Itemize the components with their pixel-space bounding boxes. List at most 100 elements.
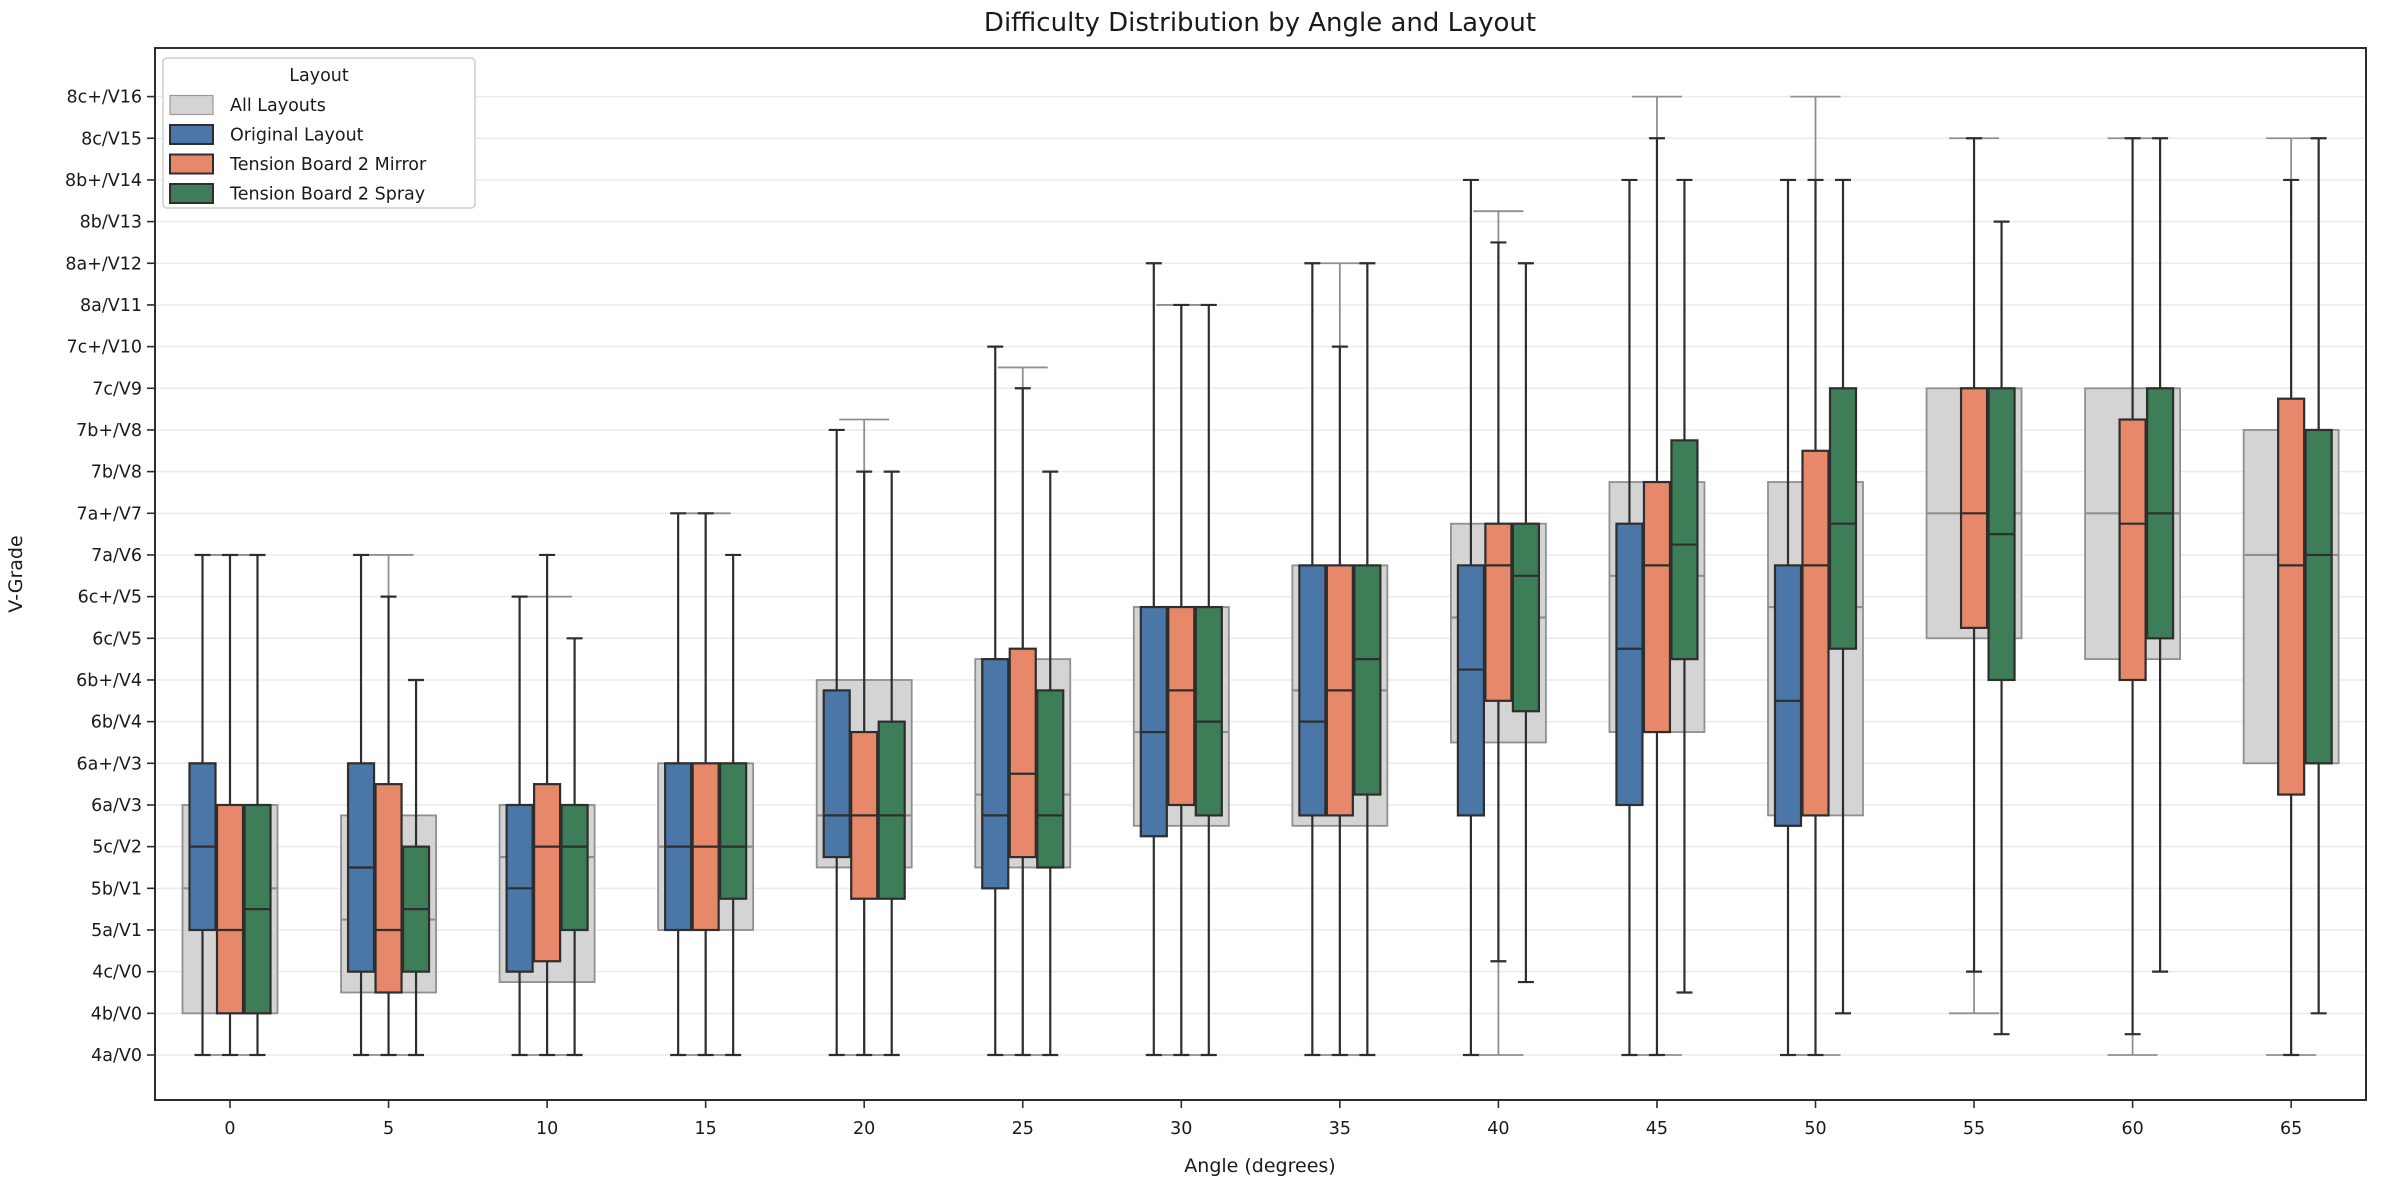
y-tick-label: 8c/V15	[81, 129, 142, 149]
x-tick-label: 60	[2121, 1119, 2143, 1139]
iqr-box	[1642, 480, 1672, 734]
box-tension-board-2-spray-10	[560, 637, 589, 1057]
iqr-box	[1828, 387, 1858, 650]
y-tick-label: 6b+/V4	[76, 671, 142, 691]
y-tick-label: 7c/V9	[92, 379, 142, 399]
iqr-box	[1036, 689, 1065, 869]
box-tension-board-2-spray-20	[877, 470, 906, 1057]
y-tick-label: 8b/V13	[80, 213, 142, 233]
y-tick-label: 7b/V8	[91, 463, 142, 483]
x-tick-label: 25	[1012, 1119, 1034, 1139]
legend-label-tension-board-2-spray: Tension Board 2 Spray	[229, 185, 425, 205]
y-tick-label: 4b/V0	[91, 1004, 142, 1024]
box-tension-board-2-spray-5	[401, 678, 431, 1057]
plot-frame	[154, 47, 2367, 1101]
box-tension-board-2-mirror-65	[2277, 178, 2306, 1057]
legend-box	[162, 57, 476, 209]
box-original-layout-25	[981, 345, 1010, 1057]
iqr-box	[1139, 605, 1168, 838]
series-tension-board-2-spray	[243, 137, 2333, 1057]
iqr-box	[877, 720, 906, 900]
series-original-layout	[188, 178, 1803, 1057]
y-tick-label: 4c/V0	[92, 963, 142, 983]
iqr-box	[1615, 522, 1644, 807]
box-tension-board-2-spray-60	[2146, 137, 2175, 973]
chart-title: Difficulty Distribution by Angle and Lay…	[984, 8, 1536, 38]
iqr-box	[2304, 428, 2333, 765]
box-original-layout-30	[1139, 262, 1168, 1057]
y-tick-label: 5c/V2	[92, 838, 142, 858]
y-tick-label: 5a/V1	[91, 921, 142, 941]
box-original-layout-40	[1456, 178, 1486, 1057]
box-tension-board-2-spray-45	[1670, 178, 1699, 994]
y-tick-label: 8c+/V16	[66, 88, 142, 108]
iqr-box	[822, 689, 851, 859]
x-tick-label: 65	[2280, 1119, 2302, 1139]
box-tension-board-2-mirror-25	[1008, 387, 1037, 1057]
box-original-layout-50	[1773, 178, 1803, 1057]
y-tick-label: 5b/V1	[91, 879, 142, 899]
box-tension-board-2-mirror-30	[1167, 303, 1196, 1057]
y-tick-label: 6c+/V5	[78, 588, 142, 608]
x-tick-label: 40	[1487, 1119, 1509, 1139]
box-original-layout-10	[505, 595, 534, 1057]
box-tension-board-2-mirror-0	[215, 553, 245, 1057]
box-tension-board-2-spray-30	[1194, 303, 1223, 1057]
box-tension-board-2-mirror-55	[1959, 137, 1989, 973]
y-tick-label: 7b+/V8	[76, 421, 142, 441]
box-tension-board-2-mirror-20	[850, 470, 879, 1057]
x-tick-label: 45	[1646, 1119, 1668, 1139]
y-tick-label: 6a+/V3	[76, 754, 142, 774]
box-original-layout-35	[1298, 262, 1327, 1057]
iqr-box	[1008, 647, 1037, 859]
gridlines	[155, 95, 2366, 1056]
y-tick-label: 6b/V4	[91, 713, 142, 733]
iqr-box	[1194, 605, 1223, 817]
iqr-box	[1511, 522, 1541, 713]
box-original-layout-45	[1615, 178, 1644, 1057]
iqr-box	[1959, 387, 1989, 629]
y-tick-label: 4a/V0	[91, 1046, 142, 1066]
plot-border	[154, 47, 2367, 1101]
iqr-box	[1298, 564, 1327, 817]
box-tension-board-2-spray-50	[1828, 178, 1858, 1015]
box-original-layout-5	[346, 553, 376, 1057]
box-tension-board-2-spray-35	[1353, 262, 1382, 1057]
box-original-layout-15	[664, 512, 693, 1057]
box-tension-board-2-spray-65	[2304, 137, 2333, 1015]
box-tension-board-2-mirror-5	[374, 595, 403, 1057]
box-tension-board-2-mirror-15	[691, 512, 720, 1057]
y-tick-label: 8a+/V12	[65, 254, 142, 274]
iqr-box	[2118, 418, 2147, 682]
iqr-box	[1484, 522, 1513, 702]
box-tension-board-2-mirror-45	[1642, 137, 1672, 1057]
series-tension-board-2-mirror	[215, 137, 2306, 1057]
iqr-box	[374, 783, 403, 994]
x-tick-label: 5	[383, 1119, 394, 1139]
box-tension-board-2-spray-15	[719, 553, 748, 1057]
iqr-box	[215, 803, 245, 1015]
box-tension-board-2-spray-25	[1036, 470, 1065, 1057]
y-tick-label: 8b+/V14	[65, 171, 142, 191]
box-tension-board-2-spray-40	[1511, 262, 1541, 984]
iqr-box	[532, 783, 562, 963]
x-tick-label: 55	[1963, 1119, 1985, 1139]
iqr-box	[1167, 605, 1196, 807]
x-tick-label: 0	[224, 1119, 235, 1139]
x-tick-label: 35	[1329, 1119, 1351, 1139]
y-tick-label: 6a/V3	[91, 796, 142, 816]
iqr-box	[1773, 564, 1803, 827]
legend-title: Layout	[289, 66, 349, 86]
iqr-box	[2277, 397, 2306, 796]
x-tick-label: 15	[695, 1119, 717, 1139]
box-original-layout-0	[188, 553, 217, 1057]
legend: Layout All Layouts Original Layout Tension …	[162, 57, 476, 209]
box-tension-board-2-mirror-35	[1325, 345, 1354, 1057]
legend-label-all-layouts: All Layouts	[230, 96, 326, 116]
y-tick-label: 7a+/V7	[76, 504, 142, 524]
y-tick-label: 7c+/V10	[66, 338, 142, 358]
y-tick-label: 6c/V5	[92, 629, 142, 649]
axis-ticks: 4a/V0 4b/V0 4c/V0 5a/V1 5b/V1 5c/V2 6a/V3 6a+/V…	[65, 88, 2302, 1139]
